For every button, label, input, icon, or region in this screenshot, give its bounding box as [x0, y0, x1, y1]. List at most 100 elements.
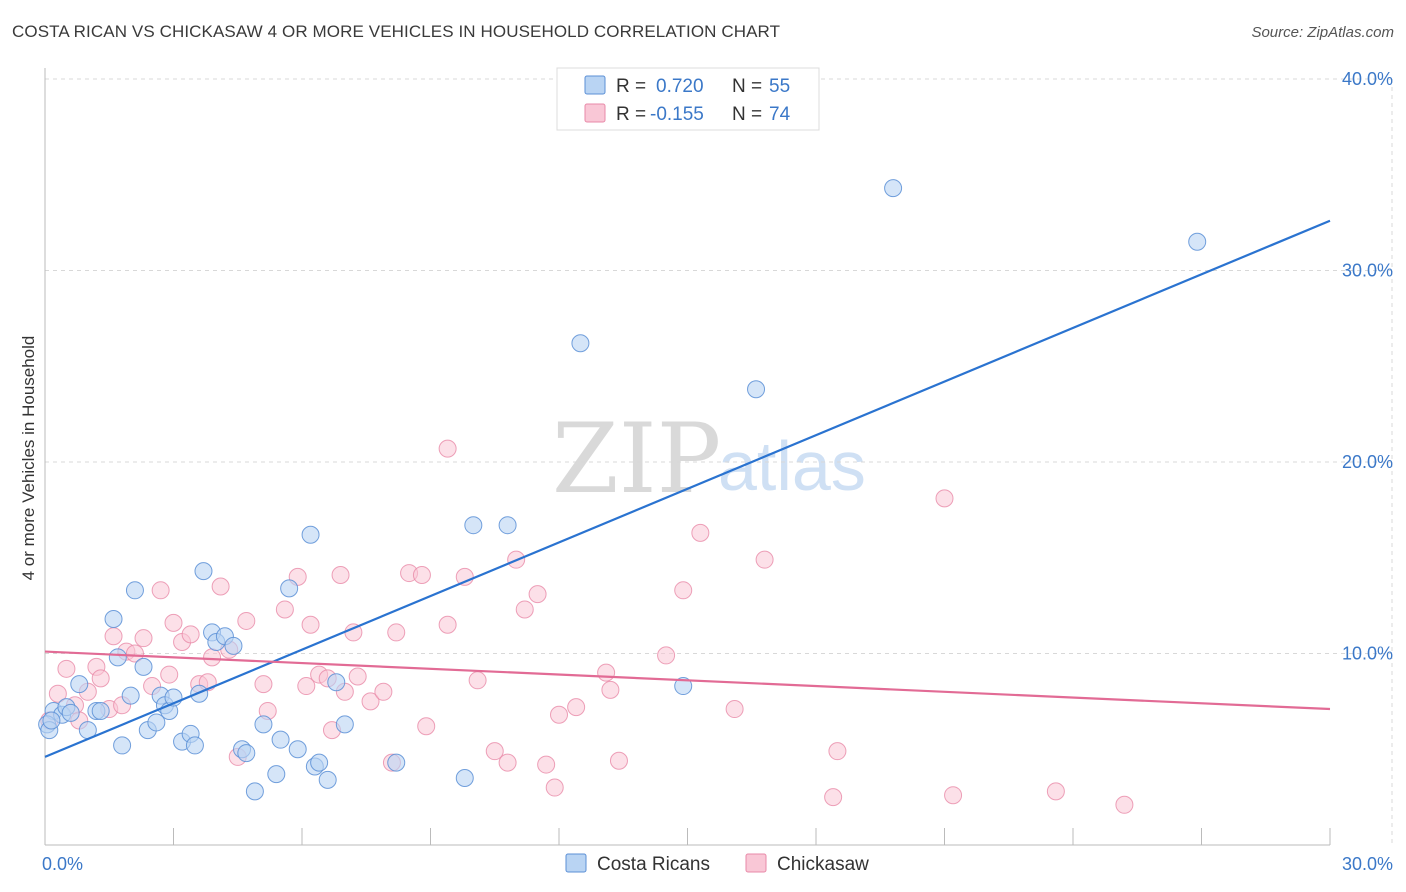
legend-swatch-pink	[584, 103, 606, 123]
chickasaw-point	[203, 648, 222, 667]
chickasaw-point	[275, 600, 294, 619]
chickasaw-point	[374, 682, 393, 701]
costa-ricans-point	[747, 380, 766, 399]
chickasaw-point	[237, 611, 256, 630]
chickasaw-point	[550, 705, 568, 724]
chickasaw-point	[691, 523, 710, 542]
costa-ricans-point	[113, 736, 132, 755]
costa-ricans-point	[464, 516, 483, 535]
chickasaw-point	[254, 675, 273, 694]
correlation-legend: R = 0.720 N = 55 R = -0.155 N = 74	[556, 67, 820, 131]
costa-ricans-point	[61, 703, 80, 722]
costa-ricans-point	[280, 579, 299, 598]
chickasaw-point	[125, 644, 144, 663]
costa-ricans-point	[185, 736, 204, 755]
chickasaw-point	[944, 786, 963, 805]
y-tick-label-10: 10.0%	[1342, 644, 1393, 664]
legend-n-label-1: N =	[732, 76, 762, 97]
chickasaw-point	[387, 623, 406, 642]
chickasaw-point	[297, 677, 316, 696]
legend-r-value-2: -0.155	[650, 104, 704, 125]
chickasaw-point	[528, 585, 547, 604]
legend-n-value-1: 55	[769, 76, 790, 97]
costa-ricans-point	[134, 657, 153, 676]
chickasaw-point	[331, 565, 350, 584]
costa-ricans-point	[70, 675, 89, 694]
chickasaw-point	[412, 565, 431, 584]
series-legend: Costa Ricans Chickasaw	[565, 853, 869, 875]
chickasaw-point	[597, 663, 616, 682]
legend-n-label-2: N =	[732, 104, 762, 125]
series-swatch-blue	[565, 853, 587, 873]
legend-r-label-2: R =	[616, 104, 646, 125]
chickasaw-point	[164, 613, 183, 632]
costa-ricans-point	[498, 516, 517, 535]
x-tick-labels: 0.0% 30.0%	[42, 854, 1393, 874]
chickasaw-point	[348, 667, 367, 686]
watermark-zip: ZIP	[552, 403, 721, 515]
chickasaw-point	[438, 615, 457, 634]
costa-ricans-point	[271, 730, 290, 749]
y-tick-label-40: 40.0%	[1342, 69, 1393, 89]
chickasaw-point	[828, 742, 847, 761]
chickasaw-point	[601, 680, 620, 699]
costa-ricans-point	[1188, 232, 1207, 251]
chickasaw-point	[134, 629, 153, 648]
chickasaw-point	[417, 717, 436, 736]
costa-ricans-point	[335, 715, 354, 734]
chickasaw-point	[48, 684, 67, 703]
costa-ricans-point	[194, 562, 213, 581]
costa-ricans-trend-line	[44, 219, 1331, 758]
legend-r-label-1: R =	[616, 76, 646, 97]
costa-ricans-point	[254, 715, 273, 734]
legend-r-value-1: 0.720	[656, 76, 704, 97]
costa-ricans-point	[310, 753, 329, 772]
chickasaw-point	[537, 755, 556, 774]
grid-lines	[45, 78, 1393, 845]
chickasaw-point	[498, 753, 517, 772]
chickasaw-point	[181, 625, 200, 644]
costa-ricans-point	[245, 782, 264, 801]
chickasaw-point	[657, 646, 676, 665]
chickasaw-point	[211, 577, 230, 596]
x-tick-label-min: 0.0%	[42, 854, 83, 874]
legend-n-value-2: 74	[769, 104, 791, 125]
chickasaw-point	[151, 581, 170, 600]
y-tick-label-20: 20.0%	[1342, 452, 1393, 472]
costa-ricans-point	[224, 636, 243, 655]
chickasaw-point	[1115, 795, 1134, 814]
chickasaw-point	[104, 627, 123, 646]
chickasaw-point	[609, 751, 628, 770]
costa-ricans-point	[318, 770, 337, 789]
costa-ricans-point	[571, 334, 590, 353]
costa-ricans-point	[121, 686, 140, 705]
costa-ricans-point	[674, 677, 693, 696]
chickasaw-point	[545, 778, 564, 797]
chart-title: COSTA RICAN VS CHICKASAW 4 OR MORE VEHIC…	[12, 22, 781, 41]
chickasaw-point	[755, 550, 774, 569]
chickasaw-point	[91, 669, 110, 688]
chickasaw-point	[674, 581, 693, 600]
chickasaw-point	[515, 600, 534, 619]
costa-ricans-point	[387, 753, 406, 772]
costa-ricans-point	[288, 740, 307, 759]
costa-ricans-point	[91, 701, 110, 720]
costa-ricans-points	[38, 179, 1207, 801]
costa-ricans-point	[125, 581, 144, 600]
chickasaw-point	[567, 698, 586, 717]
trend-lines	[44, 219, 1331, 758]
costa-ricans-point	[108, 648, 127, 667]
chickasaw-point	[361, 692, 380, 711]
chickasaw-point	[57, 659, 76, 678]
legend-swatch-blue	[584, 75, 606, 95]
y-tick-labels: 10.0% 20.0% 30.0% 40.0%	[1342, 69, 1393, 664]
chickasaw-point	[485, 742, 504, 761]
chickasaw-point	[468, 671, 487, 690]
costa-ricans-point	[884, 179, 903, 198]
chickasaw-point	[824, 788, 843, 807]
costa-ricans-point	[237, 744, 256, 763]
chickasaw-point	[438, 439, 457, 458]
series-label-costa-ricans: Costa Ricans	[597, 854, 710, 875]
chickasaw-point	[935, 489, 954, 508]
costa-ricans-point	[267, 765, 286, 784]
